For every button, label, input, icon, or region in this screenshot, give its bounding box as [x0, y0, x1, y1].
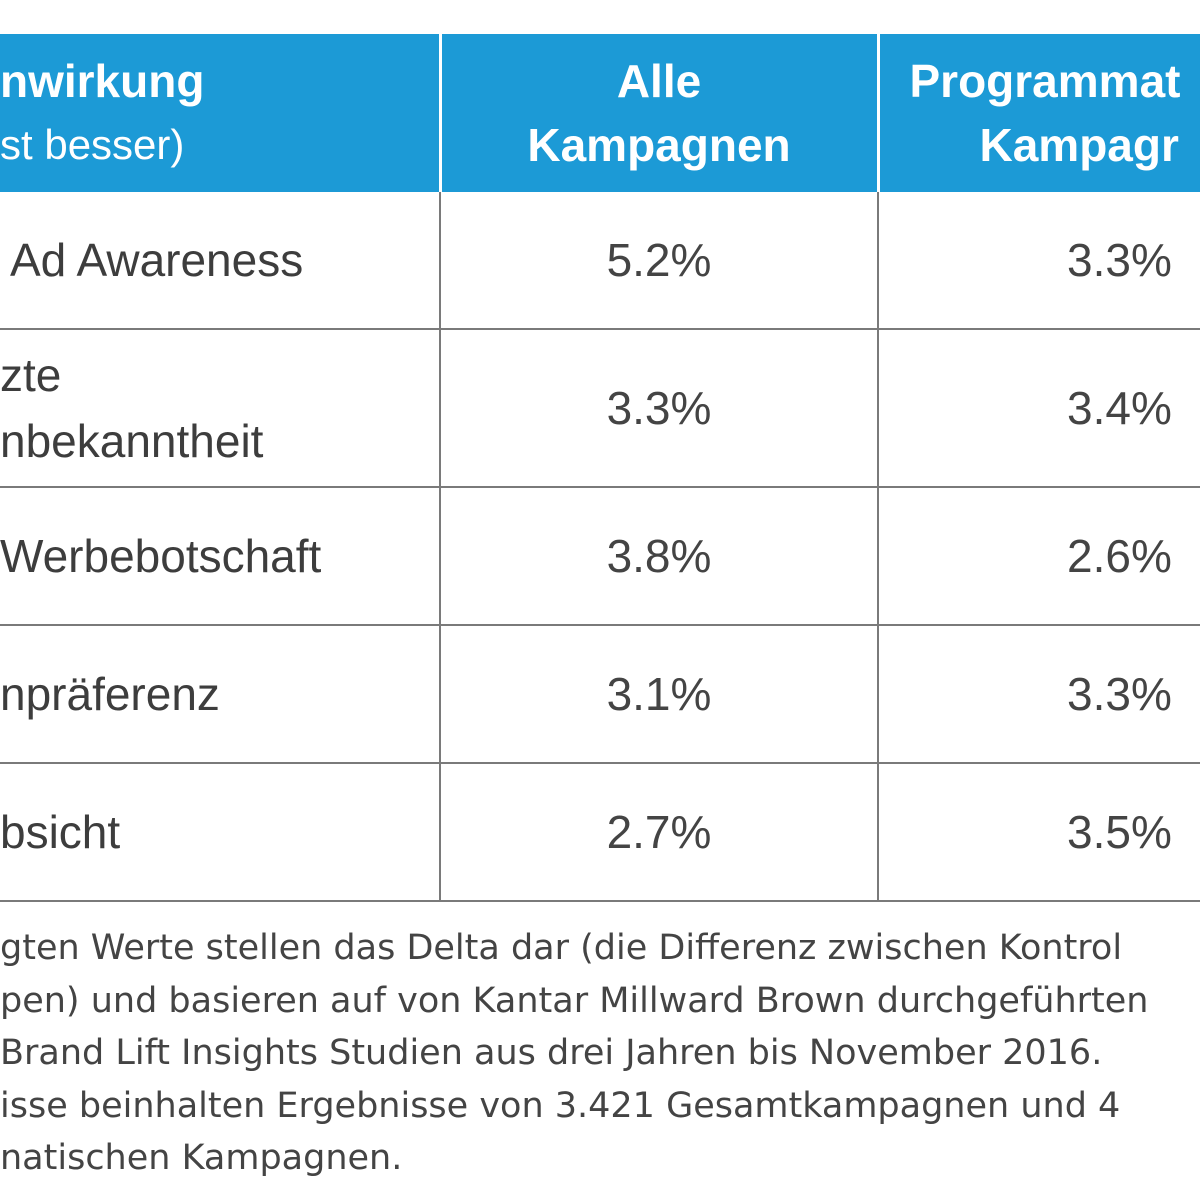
- value-alle-kampagnen: 3.8%: [439, 486, 879, 626]
- table-body: Ad Awareness 5.2% 3.3% zte nbekanntheit 3.3% 3…: [0, 192, 1200, 902]
- value-programmatic-kampagnen: 3.3%: [877, 624, 1200, 764]
- value-programmatic-kampagnen: 2.6%: [877, 486, 1200, 626]
- results-table-container: nwirkung st besser) Alle Kampagnen Progr…: [0, 34, 1200, 902]
- value-programmatic-kampagnen: 3.3%: [877, 192, 1200, 330]
- table-header-row: nwirkung st besser) Alle Kampagnen Progr…: [0, 34, 1200, 192]
- footnote: gten Werte stellen das Delta dar (die Di…: [0, 922, 1200, 1185]
- results-table: nwirkung st besser) Alle Kampagnen Progr…: [0, 34, 1200, 902]
- value-programmatic-kampagnen: 3.5%: [877, 762, 1200, 902]
- metric-label: npräferenz: [0, 668, 220, 720]
- table-row: bsicht 2.7% 3.5%: [0, 762, 1200, 902]
- metric-label: Werbebotschaft: [0, 530, 322, 582]
- table-row: Ad Awareness 5.2% 3.3%: [0, 192, 1200, 330]
- header-metric-line2: st besser): [0, 121, 185, 168]
- metric-cell: zte nbekanntheit: [0, 328, 441, 488]
- table-row: Werbebotschaft 3.8% 2.6%: [0, 486, 1200, 626]
- header-alle-line1: Alle: [616, 55, 702, 107]
- value-alle-kampagnen: 3.1%: [439, 624, 879, 764]
- metric-label: zte: [0, 349, 62, 401]
- header-alle-kampagnen: Alle Kampagnen: [438, 34, 878, 192]
- value-alle-kampagnen: 2.7%: [439, 762, 879, 902]
- metric-cell: bsicht: [0, 762, 441, 902]
- metric-label: Ad Awareness: [10, 234, 304, 286]
- table-row: npräferenz 3.1% 3.3%: [0, 624, 1200, 764]
- header-metric-line1: nwirkung: [0, 55, 205, 107]
- footnote-line: Brand Lift Insights Studien aus drei Jah…: [0, 1033, 1103, 1073]
- metric-cell: npräferenz: [0, 624, 441, 764]
- footnote-line: pen) und basieren auf von Kantar Millwar…: [0, 980, 1149, 1021]
- footnote-line: natischen Kampagnen.: [0, 1138, 403, 1178]
- metric-label: bsicht: [0, 806, 121, 858]
- header-programmatic-kampagnen: Programmat Kampagr: [876, 34, 1200, 192]
- header-prog-line1: Programmat: [909, 55, 1181, 107]
- header-prog-line2: Kampagr: [979, 119, 1179, 171]
- metric-cell: Werbebotschaft: [0, 486, 441, 626]
- table-row: zte nbekanntheit 3.3% 3.4%: [0, 328, 1200, 488]
- metric-cell: Ad Awareness: [0, 192, 441, 330]
- footnote-line: isse beinhalten Ergebnisse von 3.421 Ges…: [0, 1085, 1121, 1126]
- value-alle-kampagnen: 5.2%: [439, 192, 879, 330]
- value-alle-kampagnen: 3.3%: [439, 328, 879, 488]
- header-alle-line2: Kampagnen: [527, 119, 791, 171]
- footnote-line: gten Werte stellen das Delta dar (die Di…: [0, 928, 1123, 968]
- header-metric: nwirkung st besser): [0, 34, 440, 192]
- value-programmatic-kampagnen: 3.4%: [877, 328, 1200, 488]
- metric-label: nbekanntheit: [0, 415, 264, 467]
